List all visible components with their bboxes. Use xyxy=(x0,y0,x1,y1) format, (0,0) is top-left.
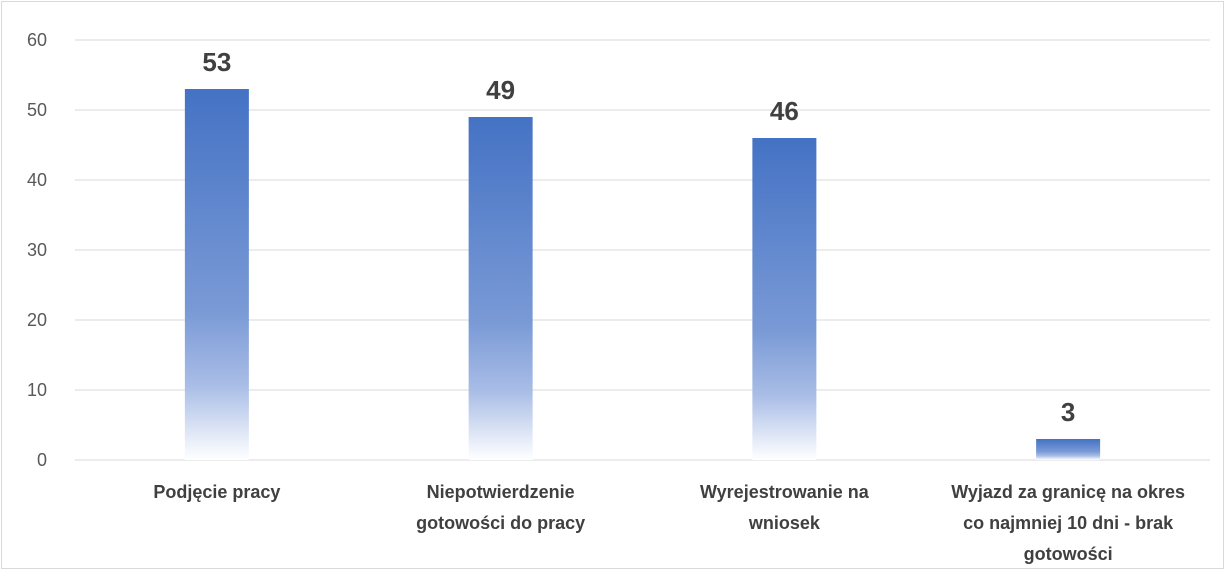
gridlines xyxy=(75,39,1210,461)
y-tick-label: 10 xyxy=(27,380,47,400)
y-tick-label: 50 xyxy=(27,100,47,120)
y-axis-ticks: 0 10 20 30 40 50 60 xyxy=(27,30,47,470)
y-tick-label: 30 xyxy=(27,240,47,260)
y-tick-label: 20 xyxy=(27,310,47,330)
bar xyxy=(1036,439,1101,460)
data-label: 49 xyxy=(486,75,515,105)
bar xyxy=(752,138,817,460)
data-labels: 53 49 46 3 xyxy=(202,47,1075,427)
category-label: Niepotwierdzenie gotowości do pracy xyxy=(416,482,585,533)
category-label: Podjęcie pracy xyxy=(153,482,280,502)
data-label: 3 xyxy=(1061,397,1075,427)
data-label: 53 xyxy=(202,47,231,77)
y-tick-label: 0 xyxy=(37,450,47,470)
category-label: Wyrejestrowanie na wniosek xyxy=(700,482,870,533)
category-label: Wyjazd za granicę na okres co najmniej 10… xyxy=(951,482,1185,564)
y-tick-label: 60 xyxy=(27,30,47,50)
y-tick-label: 40 xyxy=(27,170,47,190)
bar xyxy=(184,89,249,460)
data-label: 46 xyxy=(770,96,799,126)
bar xyxy=(468,117,533,460)
category-labels: Podjęcie pracy Niepotwierdzenie gotowości … xyxy=(153,482,1185,564)
bars xyxy=(184,89,1101,460)
